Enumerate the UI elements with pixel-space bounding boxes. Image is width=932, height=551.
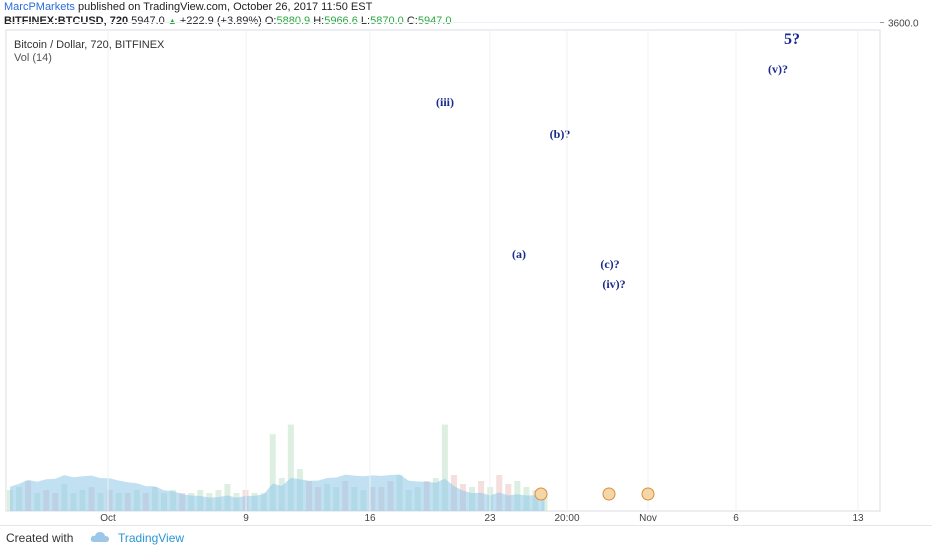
wave-annotations: 5? (v)? (iii) (b)? (a) (c)? (iv)? <box>436 31 800 291</box>
x-tick-label: 6 <box>733 513 739 524</box>
x-tick-label: Nov <box>639 513 657 524</box>
volume-bar <box>269 434 276 511</box>
x-tick-label: 9 <box>243 513 249 524</box>
open-value: 5880.9 <box>276 15 311 27</box>
wave-label: (v)? <box>768 62 788 76</box>
wave-label: (iii) <box>436 95 454 109</box>
created-with-text: Created with <box>6 531 74 545</box>
publish-info: MarcPMarkets published on TradingView.co… <box>4 1 372 13</box>
time-axis: Oct 9 16 23 20:00 Nov 6 13 <box>100 30 864 524</box>
volume-bar <box>441 424 448 511</box>
y-tick-label: 3800.0 <box>888 0 919 2</box>
grid <box>6 22 880 24</box>
wave-label: (b)? <box>550 127 571 141</box>
close-label: C: <box>406 15 418 27</box>
wave-label: (c)? <box>600 257 619 271</box>
close-value: 5947.0 <box>417 15 452 27</box>
tradingview-brand-link[interactable]: TradingView <box>118 531 185 545</box>
last-price: 5947.0 <box>131 15 165 27</box>
volume-bar <box>541 493 548 511</box>
volume-ma-area <box>10 474 545 511</box>
x-tick-label: 23 <box>484 513 496 524</box>
high-label: H: <box>313 15 325 27</box>
symbol-ohlc-line: BITFINEX:BTCUSD, 720 5947.0 ▲ +222.9 (+3… <box>4 15 451 27</box>
chart-title: Bitcoin / Dollar, 720, BITFINEX <box>14 39 165 51</box>
x-tick-label: Oct <box>100 513 116 524</box>
y-tick-label: 3600.0 <box>888 19 919 30</box>
wave-label: (iv)? <box>602 277 625 291</box>
low-value: 5870.0 <box>370 15 404 27</box>
up-triangle-icon: ▲ <box>167 16 177 26</box>
price-change: +222.9 (+3.89%) <box>179 15 262 27</box>
published-text: published on TradingView.com, October 26… <box>77 1 373 13</box>
event-markers[interactable] <box>534 487 655 501</box>
symbol-label: BITFINEX:BTCUSD, 720 <box>4 15 129 27</box>
low-label: L: <box>360 15 371 27</box>
price-axis: 3600.03800.04000.04200.04400.04600.04800… <box>880 0 919 30</box>
author-link[interactable]: MarcPMarkets <box>4 1 75 13</box>
wave-label: 5? <box>784 31 800 48</box>
tradingview-cloud-icon <box>90 532 109 542</box>
footer: Created with TradingView <box>0 525 932 551</box>
volume-indicator-label: Vol (14) <box>14 52 52 64</box>
x-tick-label: 16 <box>364 513 376 524</box>
open-label: O: <box>264 15 277 27</box>
volume-bar <box>287 424 294 511</box>
x-tick-label: 20:00 <box>554 513 579 524</box>
wave-label: (a) <box>512 247 526 261</box>
high-value: 5966.6 <box>324 15 358 27</box>
x-tick-label: 13 <box>852 513 864 524</box>
price-chart[interactable]: 5? (v)? (iii) (b)? (a) (c)? (iv)? 3600.0 3800.0… <box>0 0 932 525</box>
